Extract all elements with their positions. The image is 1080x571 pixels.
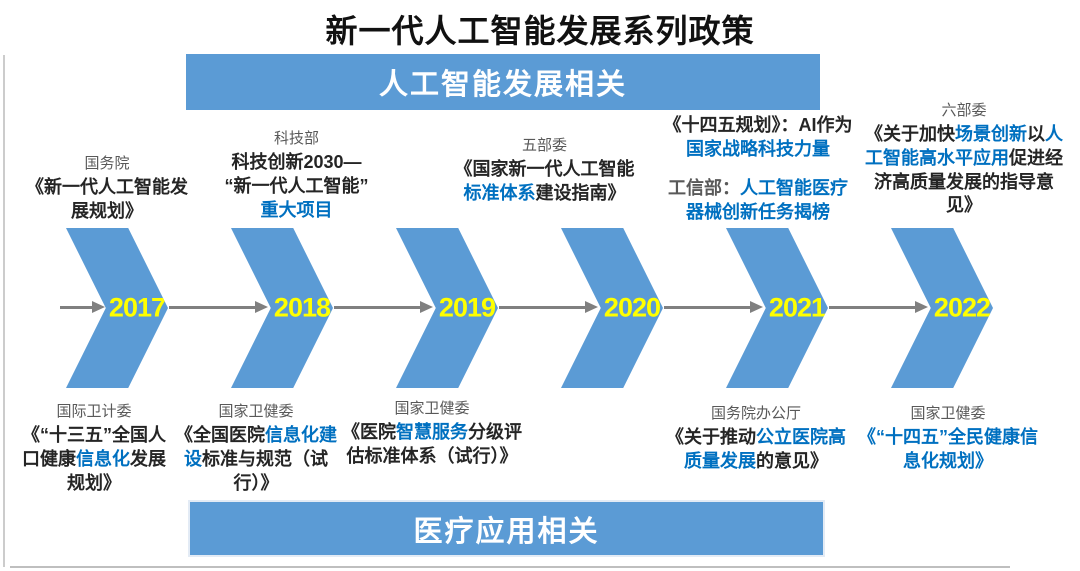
- policy-text: 《新一代人工智能发展规划》: [26, 177, 188, 221]
- policy-text: 科技创新2030— “新一代人工智能” 重大项目: [224, 152, 369, 220]
- org-label: 科技部: [273, 130, 319, 147]
- banner-medical-application: 医疗应用相关: [188, 500, 825, 557]
- org-label: 国家卫健委: [218, 403, 294, 420]
- year-label: 2018: [273, 292, 331, 323]
- policy-text: 《十四五规划》：AI作为国家战略科技力量: [663, 115, 853, 159]
- org-label: 国家卫健委: [910, 405, 986, 422]
- policy-text: 《关于推动公立医院高质量发展的意见》: [666, 427, 846, 471]
- org-label: 国务院办公厅: [710, 405, 801, 422]
- annotation-2017-medical: 国际卫计委《“十三五”全国人口健康信息化发展规划》: [16, 400, 172, 495]
- policy-text: 《关于加快场景创新以人工智能高水平应用促进经济高质量发展的指导意见》: [865, 124, 1063, 216]
- timeline-arrow: [60, 301, 105, 313]
- year-label: 2022: [933, 292, 991, 323]
- annotation-2022-ai: 六部委《关于加快场景创新以人工智能高水平应用促进经济高质量发展的指导意见》: [864, 99, 1064, 218]
- org-label: 五部委: [521, 137, 567, 154]
- annotation-2017-ai: 国务院《新一代人工智能发展规划》: [18, 152, 196, 224]
- timeline-arrow: [829, 301, 928, 313]
- timeline-arrow: [499, 301, 598, 313]
- policy-text: 《“十四五”全民健康信息化规划》: [858, 427, 1038, 471]
- annotation-2018-medical: 国家卫健委《全国医院信息化建设标准与规范（试行）》: [168, 400, 344, 495]
- slide-left-border: [3, 55, 5, 567]
- annotation-2021-ai-miit: 工信部：人工智能医疗器械创新任务揭榜: [668, 177, 848, 225]
- policy-text: 《医院智慧服务分级评估标准体系（试行）》: [342, 422, 522, 466]
- org-label: 六部委: [941, 102, 987, 119]
- annotation-2021-ai-plan: 《十四五规划》：AI作为国家战略科技力量: [658, 114, 858, 162]
- org-label: 国务院: [84, 155, 130, 172]
- year-label: 2021: [768, 292, 826, 323]
- annotation-2022-medical: 国家卫健委《“十四五”全民健康信息化规划》: [850, 402, 1046, 474]
- policy-text: 《“十三五”全国人口健康信息化发展规划》: [22, 425, 166, 493]
- slide-bottom-border: [10, 566, 1010, 568]
- policy-text: 《全国医院信息化建设标准与规范（试行）》: [175, 425, 337, 493]
- org-label: 国家卫健委: [394, 400, 470, 417]
- timeline-arrow: [664, 301, 763, 313]
- page-title: 新一代人工智能发展系列政策: [325, 13, 755, 49]
- timeline-arrow: [334, 301, 433, 313]
- org-label: 国际卫计委: [56, 403, 132, 420]
- year-label: 2017: [108, 292, 166, 323]
- year-label: 2019: [438, 292, 496, 323]
- annotation-2019-medical: 国家卫健委《医院智慧服务分级评估标准体系（试行）》: [334, 397, 530, 469]
- policy-text: 《国家新一代人工智能标准体系建设指南》: [454, 159, 635, 203]
- annotation-2021-medical: 国务院办公厅《关于推动公立医院高质量发展的意见》: [660, 402, 852, 474]
- annotation-2018-ai: 科技部科技创新2030— “新一代人工智能” 重大项目: [194, 127, 399, 222]
- policy-text: 工信部：人工智能医疗器械创新任务揭榜: [668, 178, 848, 222]
- timeline-arrow: [169, 301, 268, 313]
- annotation-2019-ai: 五部委《国家新一代人工智能标准体系建设指南》: [452, 134, 637, 206]
- banner-ai-development: 人工智能发展相关: [186, 54, 820, 110]
- year-label: 2020: [603, 292, 661, 323]
